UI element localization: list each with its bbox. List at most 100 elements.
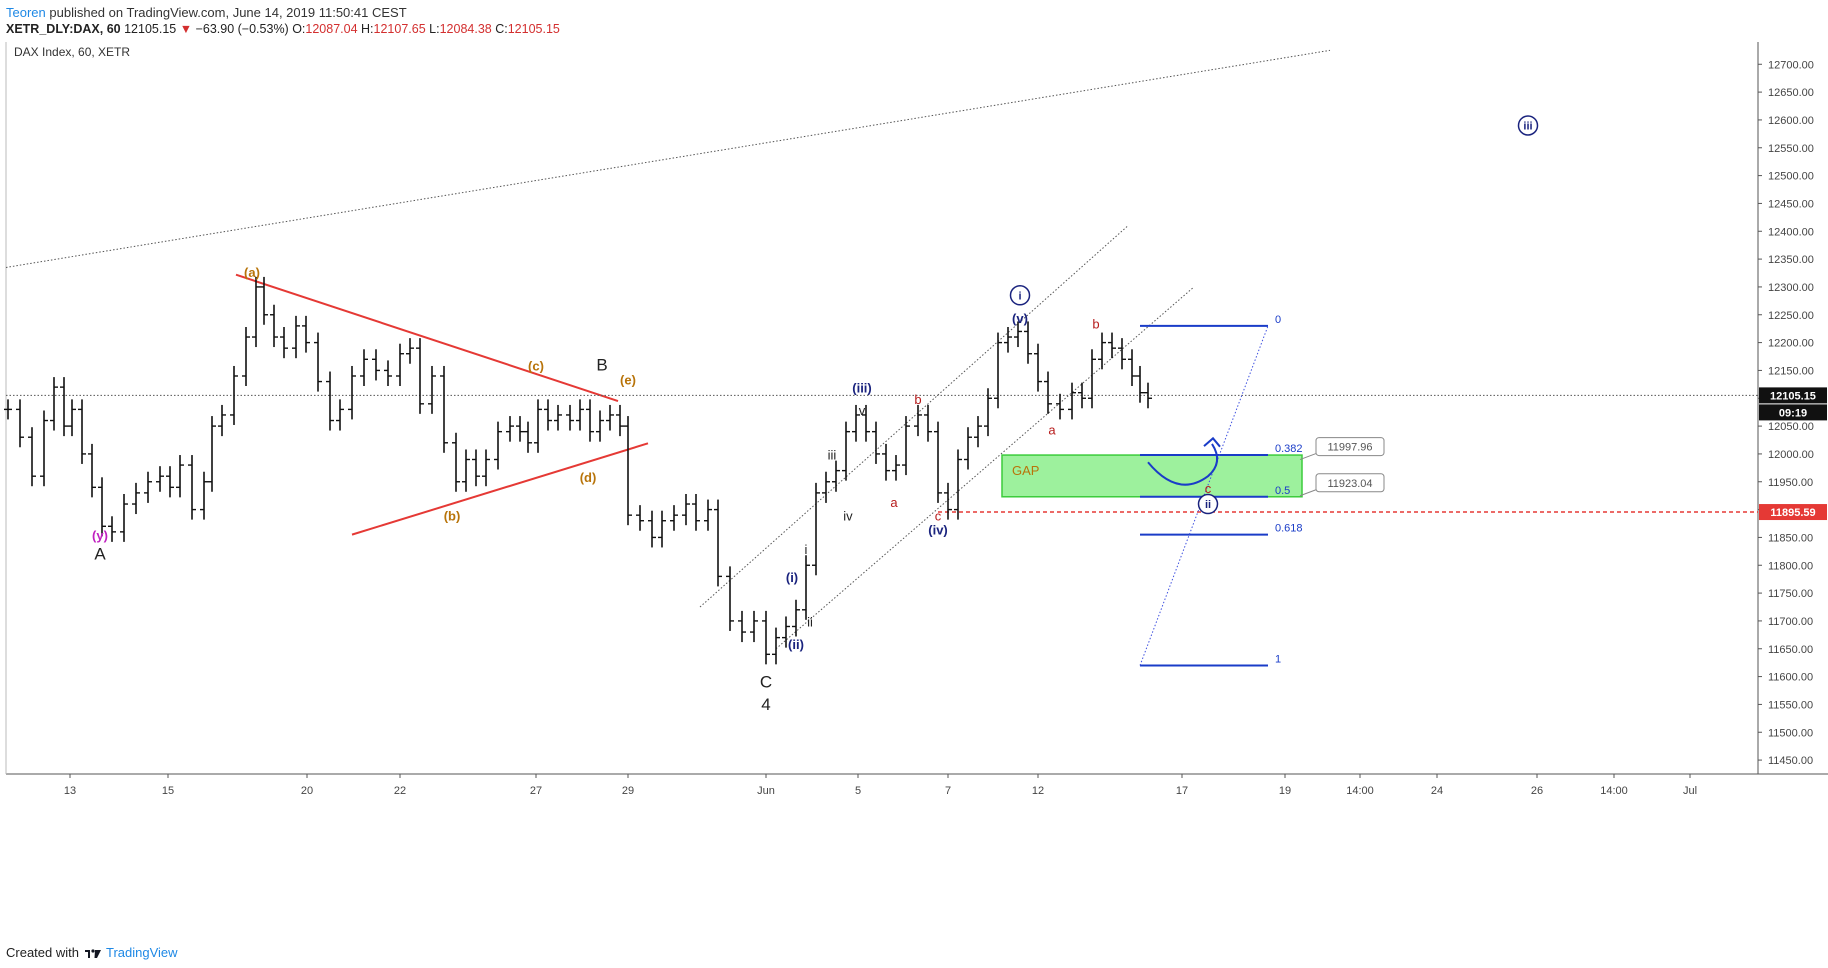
open-label: O:: [292, 22, 306, 36]
support-price-tag: [1759, 504, 1827, 521]
x-tick-label: 13: [64, 785, 76, 797]
published-text: published on TradingView.com, June 14, 2…: [49, 5, 407, 20]
wave-label: (v): [1012, 311, 1028, 326]
high-value: 12107.65: [373, 22, 426, 36]
wave-circle-label: ii: [1205, 499, 1211, 511]
y-tick-label: 11850.00: [1768, 532, 1813, 544]
open-value: 12087.04: [305, 22, 358, 36]
triangle-upper-line: [235, 273, 619, 402]
x-tick-label: 14:00: [1346, 785, 1374, 797]
wave-label: i: [805, 542, 808, 557]
y-tick-label: 12300.00: [1768, 282, 1814, 294]
support-price-tag-label: 11895.59: [1770, 507, 1815, 519]
created-with-text: Created with: [6, 945, 79, 960]
wave-circle: [1517, 115, 1539, 136]
wave-label: A: [94, 545, 106, 564]
y-tick-label: 12050.00: [1768, 421, 1814, 433]
wave-label: iii: [828, 447, 837, 462]
wave-label: C: [760, 673, 772, 692]
fib-guide-line: [1139, 325, 1269, 666]
low-value: 12084.38: [439, 22, 492, 36]
gap-label: GAP: [1012, 463, 1039, 478]
y-tick-label: 11550.00: [1768, 699, 1813, 711]
wave-label: (iv): [928, 523, 948, 538]
wave-label: (iii): [852, 381, 872, 396]
x-tick-label: 5: [855, 785, 861, 797]
tradingview-link[interactable]: TradingView: [106, 945, 178, 960]
callout-label: 11923.04: [1327, 478, 1372, 490]
wave-label: (a): [244, 265, 260, 280]
wave-label: a: [1048, 422, 1056, 437]
price-chart[interactable]: DAX Index, 60, XETR12700.0012650.0012600…: [0, 42, 1828, 940]
change-arrow-icon: ▼: [179, 22, 193, 36]
last-price: 12105.15: [124, 22, 177, 36]
callout-pointer: [1299, 489, 1317, 497]
price-change: −63.90 (−0.53%): [195, 22, 289, 36]
callout-label: 11997.96: [1327, 442, 1372, 454]
fib-level-label: 0.5: [1275, 485, 1290, 497]
wave-label: B: [596, 355, 607, 374]
symbol-line: XETR_DLY:DAX, 60 12105.15 ▼ −63.90 (−0.5…: [6, 22, 560, 36]
y-tick-label: 12350.00: [1768, 254, 1814, 266]
callout-box: [1315, 473, 1385, 493]
wave-label: ii: [807, 614, 813, 629]
y-tick-label: 12450.00: [1768, 198, 1814, 210]
chart-footer: Created with TradingView: [0, 940, 1828, 968]
wave-circle: [1009, 285, 1031, 306]
x-tick-label: Jul: [1683, 785, 1697, 797]
y-tick-label: 12250.00: [1768, 310, 1814, 322]
wave-label: (b): [444, 509, 461, 524]
tradingview-logo-icon: [84, 946, 101, 958]
fib-level-label: 1: [1275, 653, 1281, 665]
y-tick-label: 11750.00: [1768, 588, 1813, 600]
x-tick-label: Jun: [757, 785, 775, 797]
x-tick-label: 29: [622, 785, 634, 797]
wave-label: (ii): [788, 637, 804, 652]
y-tick-label: 12150.00: [1768, 365, 1814, 377]
y-tick-label: 11600.00: [1768, 672, 1813, 684]
fib-level-label: 0.382: [1275, 443, 1303, 455]
y-tick-label: 11500.00: [1768, 727, 1813, 739]
chart-header: Teoren published on TradingView.com, Jun…: [0, 0, 1828, 42]
triangle-lower-line: [351, 442, 649, 536]
y-tick-label: 12200.00: [1768, 338, 1814, 350]
y-tick-label: 11700.00: [1768, 616, 1813, 628]
y-tick-label: 12000.00: [1768, 449, 1814, 461]
x-tick-label: 17: [1176, 785, 1188, 797]
wave-label: 4: [761, 695, 770, 714]
y-tick-label: 12600.00: [1768, 115, 1814, 127]
wave-label: a: [890, 495, 898, 510]
wave-circle-label: i: [1018, 290, 1021, 302]
wave-circle-label: iii: [1523, 120, 1532, 132]
y-tick-label: 12650.00: [1768, 87, 1814, 99]
wave-label: (y): [92, 528, 108, 543]
plot-area: [6, 42, 1758, 774]
y-tick-label: 12700.00: [1768, 59, 1814, 71]
x-tick-label: 22: [394, 785, 406, 797]
publisher-name[interactable]: Teoren: [6, 5, 46, 20]
callout-box: [1315, 437, 1385, 457]
x-tick-label: 24: [1431, 785, 1443, 797]
close-label: C:: [495, 22, 508, 36]
y-tick-label: 12550.00: [1768, 143, 1814, 155]
current-price-tag-label: 12105.15: [1770, 390, 1816, 402]
y-tick-label: 11800.00: [1768, 560, 1813, 572]
wave-label: (d): [580, 470, 597, 485]
wave-label: b: [914, 392, 921, 407]
x-tick-label: 27: [530, 785, 542, 797]
wave-label: c: [1205, 481, 1212, 496]
symbol-name: XETR_DLY:DAX, 60: [6, 22, 121, 36]
x-tick-label: 19: [1279, 785, 1291, 797]
channel-lower-line: [775, 286, 1195, 650]
projection-arrow-head: [1203, 436, 1221, 448]
wave-label: iv: [843, 509, 853, 524]
wave-label: (i): [786, 570, 798, 585]
x-tick-label: 26: [1531, 785, 1543, 797]
low-label: L:: [429, 22, 440, 36]
publisher-line: Teoren published on TradingView.com, Jun…: [6, 5, 407, 20]
y-tick-label: 11650.00: [1768, 644, 1813, 656]
close-value: 12105.15: [507, 22, 560, 36]
created-with-line: Created with TradingView: [6, 945, 178, 960]
high-label: H:: [361, 22, 374, 36]
x-tick-label: 15: [162, 785, 174, 797]
